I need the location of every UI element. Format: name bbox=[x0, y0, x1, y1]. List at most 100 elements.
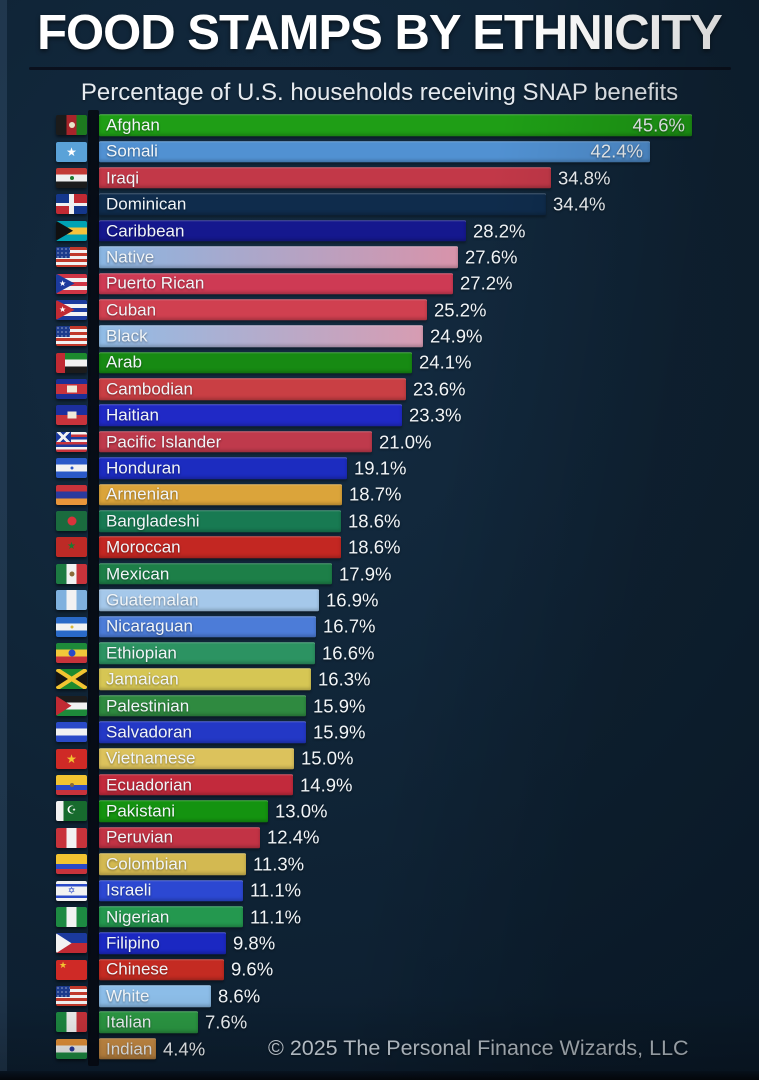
value-label: 11.1% bbox=[250, 905, 302, 927]
chart-row: White 8.6% bbox=[0, 983, 759, 1009]
bar-area: Honduran 19.1% bbox=[99, 457, 754, 480]
value-bar: Vietnamese bbox=[99, 747, 294, 770]
bar-area: Ecuadorian 14.9% bbox=[99, 774, 754, 796]
category-label: Afghan bbox=[106, 115, 160, 135]
bar-area: Nicaraguan 16.7% bbox=[99, 616, 754, 638]
chart-row: ★ Puerto Rican 27.2% bbox=[0, 270, 759, 296]
category-label: Somali bbox=[106, 141, 158, 161]
category-label: Indian bbox=[106, 1038, 153, 1058]
hoist-triangle bbox=[56, 695, 72, 716]
chart-row: ★ Vietnamese 15.0% bbox=[0, 745, 759, 771]
morocco-flag-icon: ★ bbox=[56, 537, 87, 558]
chart-row: Colombian 11.3% bbox=[0, 851, 759, 877]
china-flag-icon: ★ bbox=[56, 959, 87, 980]
value-bar: Bangladeshi bbox=[99, 510, 341, 532]
bar-area: Chinese 9.6% bbox=[99, 959, 754, 981]
chart-row: ★ Chinese 9.6% bbox=[0, 957, 759, 983]
chart-row: Nicaraguan 16.7% bbox=[0, 613, 759, 639]
chart-row: Haitian 23.3% bbox=[0, 402, 759, 428]
bar-area: Bangladeshi 18.6% bbox=[99, 510, 754, 532]
chart-row: ✡ Israeli 11.1% bbox=[0, 877, 759, 903]
vietnam-flag-icon: ★ bbox=[56, 748, 87, 769]
bar-area: Peruvian 12.4% bbox=[99, 827, 754, 849]
bar-area: Italian 7.6% bbox=[99, 1011, 754, 1034]
value-label: 4.4% bbox=[163, 1037, 206, 1059]
chart-row: Salvadoran 15.9% bbox=[0, 719, 759, 745]
value-bar: Arab bbox=[99, 351, 412, 374]
colombia-flag-icon bbox=[56, 854, 87, 875]
hoist-band bbox=[56, 352, 66, 373]
bar-area: Native 27.6% bbox=[99, 246, 754, 268]
bar-area: Jamaican 16.3% bbox=[99, 668, 754, 691]
value-label: 25.2% bbox=[434, 298, 487, 320]
category-label: Salvadoran bbox=[106, 722, 193, 742]
category-label: Israeli bbox=[106, 880, 152, 900]
flag-emblem bbox=[69, 1046, 74, 1052]
uk-canton bbox=[56, 431, 71, 443]
israel-flag-icon: ✡ bbox=[56, 880, 87, 901]
title-divider bbox=[28, 67, 731, 70]
afghanistan-flag-icon bbox=[56, 115, 87, 136]
value-bar: Filipino bbox=[99, 932, 226, 955]
haiti-flag-icon bbox=[56, 405, 87, 426]
bar-area: Mexican 17.9% bbox=[99, 563, 754, 585]
flag-emblem bbox=[67, 411, 76, 419]
bar-area: White 8.6% bbox=[99, 985, 754, 1007]
chart-row: Guatemalan 16.9% bbox=[0, 587, 759, 613]
philippines-flag-icon bbox=[56, 933, 87, 954]
bar-area: Cuban 25.2% bbox=[99, 299, 754, 321]
chart-row: ☪ Pakistani 13.0% bbox=[0, 798, 759, 824]
el-salvador-flag-icon bbox=[56, 722, 87, 743]
value-bar: Colombian bbox=[99, 853, 246, 875]
value-bar: Pakistani bbox=[99, 800, 268, 823]
value-label: 27.2% bbox=[460, 272, 513, 294]
bar-area: Armenian 18.7% bbox=[99, 484, 754, 506]
category-label: Honduran bbox=[106, 458, 181, 478]
value-bar: Guatemalan bbox=[99, 589, 319, 611]
palestine-flag-icon bbox=[56, 695, 87, 716]
value-label: 14.9% bbox=[300, 773, 353, 795]
value-bar: Jamaican bbox=[99, 668, 311, 691]
bar-area: Vietnamese 15.0% bbox=[99, 748, 754, 770]
chart-row: Arab 24.1% bbox=[0, 350, 759, 376]
value-label: 18.7% bbox=[349, 483, 402, 505]
value-bar: Cambodian bbox=[99, 378, 406, 400]
flag-emblem: ★ bbox=[59, 278, 67, 288]
nicaragua-flag-icon bbox=[56, 616, 87, 637]
value-bar: White bbox=[99, 985, 211, 1007]
flag-emblem bbox=[70, 625, 73, 629]
value-label: 27.6% bbox=[465, 246, 518, 268]
bar-area: Caribbean 28.2% bbox=[99, 220, 754, 242]
value-bar: Puerto Rican bbox=[99, 272, 453, 295]
category-label: Iraqi bbox=[106, 167, 140, 187]
bar-area: Palestinian 15.9% bbox=[99, 695, 754, 717]
flag-emblem: ✡ bbox=[67, 885, 76, 896]
category-label: Puerto Rican bbox=[106, 273, 205, 293]
value-label: 23.6% bbox=[413, 378, 466, 400]
chart-row: Armenian 18.7% bbox=[0, 481, 759, 507]
chart-row: Jamaican 16.3% bbox=[0, 666, 759, 692]
bar-area: Colombian 11.3% bbox=[99, 853, 754, 875]
us-canton bbox=[56, 986, 71, 998]
category-label: Nicaraguan bbox=[106, 616, 193, 636]
category-label: Cuban bbox=[106, 299, 157, 319]
bar-area: Arab 24.1% bbox=[99, 352, 754, 374]
value-bar: Native bbox=[99, 246, 458, 268]
value-label: 13.0% bbox=[275, 800, 328, 822]
chart-row: Ecuadorian 14.9% bbox=[0, 772, 759, 798]
value-bar: Italian bbox=[99, 1011, 198, 1034]
category-label: Native bbox=[106, 247, 155, 267]
value-label: 34.4% bbox=[553, 193, 606, 215]
bar-area: Salvadoran 15.9% bbox=[99, 721, 754, 743]
value-label: 18.6% bbox=[348, 510, 401, 532]
bottom-edge-shadow bbox=[0, 1071, 759, 1080]
value-label: 24.1% bbox=[419, 351, 472, 373]
bangladesh-flag-icon bbox=[56, 511, 87, 532]
value-bar: Chinese bbox=[99, 958, 224, 981]
somalia-flag-icon: ★ bbox=[56, 141, 87, 162]
category-label: Nigerian bbox=[106, 906, 170, 926]
value-label: 15.0% bbox=[301, 747, 354, 769]
category-label: Ecuadorian bbox=[106, 774, 193, 794]
value-bar: Ecuadorian bbox=[99, 774, 293, 796]
category-label: Arab bbox=[106, 352, 142, 372]
